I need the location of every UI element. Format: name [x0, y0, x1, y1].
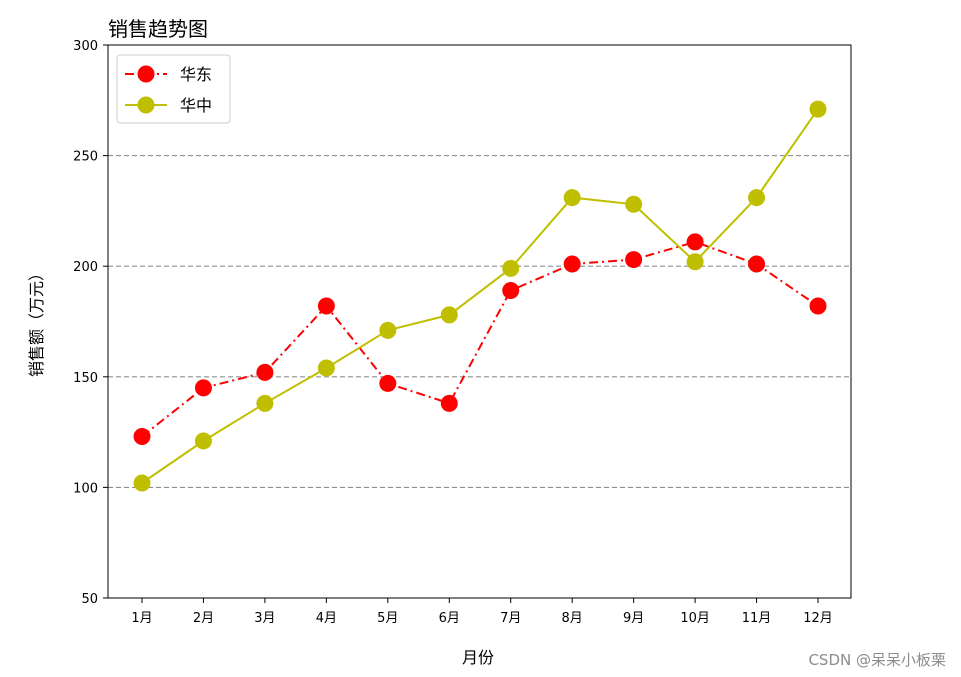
data-point — [194, 432, 212, 450]
data-point — [502, 259, 520, 277]
y-tick-label: 100 — [73, 481, 98, 496]
data-point — [686, 253, 704, 271]
data-point — [133, 428, 151, 446]
data-point — [563, 189, 581, 207]
data-point — [194, 379, 212, 397]
x-tick-label: 2月 — [193, 611, 214, 626]
data-point — [686, 233, 704, 251]
x-axis-label: 月份 — [462, 648, 494, 667]
y-tick-label: 200 — [73, 260, 98, 275]
legend-marker-huadong — [137, 65, 155, 83]
plot-frame — [107, 44, 852, 599]
data-point — [809, 297, 827, 315]
x-tick-label: 1月 — [131, 611, 152, 626]
x-tick-label: 7月 — [500, 611, 521, 626]
y-axis-label: 销售额（万元） — [27, 265, 46, 377]
chart-title: 销售趋势图 — [108, 17, 208, 41]
x-tick-label: 4月 — [316, 611, 337, 626]
data-point — [563, 255, 581, 273]
grid-lines — [108, 155, 851, 488]
y-tick-label: 300 — [73, 39, 98, 54]
x-tick-label: 9月 — [623, 611, 644, 626]
data-point — [440, 306, 458, 324]
legend-box — [116, 54, 231, 124]
data-point — [440, 394, 458, 412]
y-tick-label: 150 — [73, 371, 98, 386]
x-tick-label: 12月 — [803, 611, 833, 626]
data-point — [379, 374, 397, 392]
y-tick-label: 50 — [81, 592, 98, 607]
data-point — [256, 363, 274, 381]
x-tick-label: 11月 — [742, 611, 772, 626]
data-point — [317, 297, 335, 315]
axes — [103, 44, 852, 603]
data-point — [625, 195, 643, 213]
data-point — [256, 394, 274, 412]
x-tick-label: 5月 — [377, 611, 398, 626]
data-point — [625, 251, 643, 269]
data-point — [748, 189, 766, 207]
data-point — [502, 282, 520, 300]
tick-labels: 50 100 150 200 250 300 1月 2月 3月 4月 5月 6月 7月 8月 9月 10月 11… — [73, 39, 833, 626]
x-tick-label: 6月 — [439, 611, 460, 626]
data-point — [317, 359, 335, 377]
x-tick-label: 10月 — [680, 611, 710, 626]
legend-label-huazhong: 华中 — [180, 96, 212, 115]
series-line-1 — [141, 108, 819, 484]
data-point — [748, 255, 766, 273]
series-layer — [133, 100, 827, 492]
data-point — [133, 474, 151, 492]
series-line-0 — [141, 240, 819, 438]
legend-marker-huazhong — [137, 96, 155, 114]
data-point — [809, 100, 827, 118]
legend-label-huadong: 华东 — [180, 65, 212, 84]
watermark: CSDN @呆呆小板栗 — [808, 651, 946, 669]
y-tick-label: 250 — [73, 150, 98, 165]
data-point — [379, 321, 397, 339]
legend: 华东 华中 — [116, 54, 231, 124]
x-tick-label: 3月 — [254, 611, 275, 626]
x-tick-label: 8月 — [562, 611, 583, 626]
